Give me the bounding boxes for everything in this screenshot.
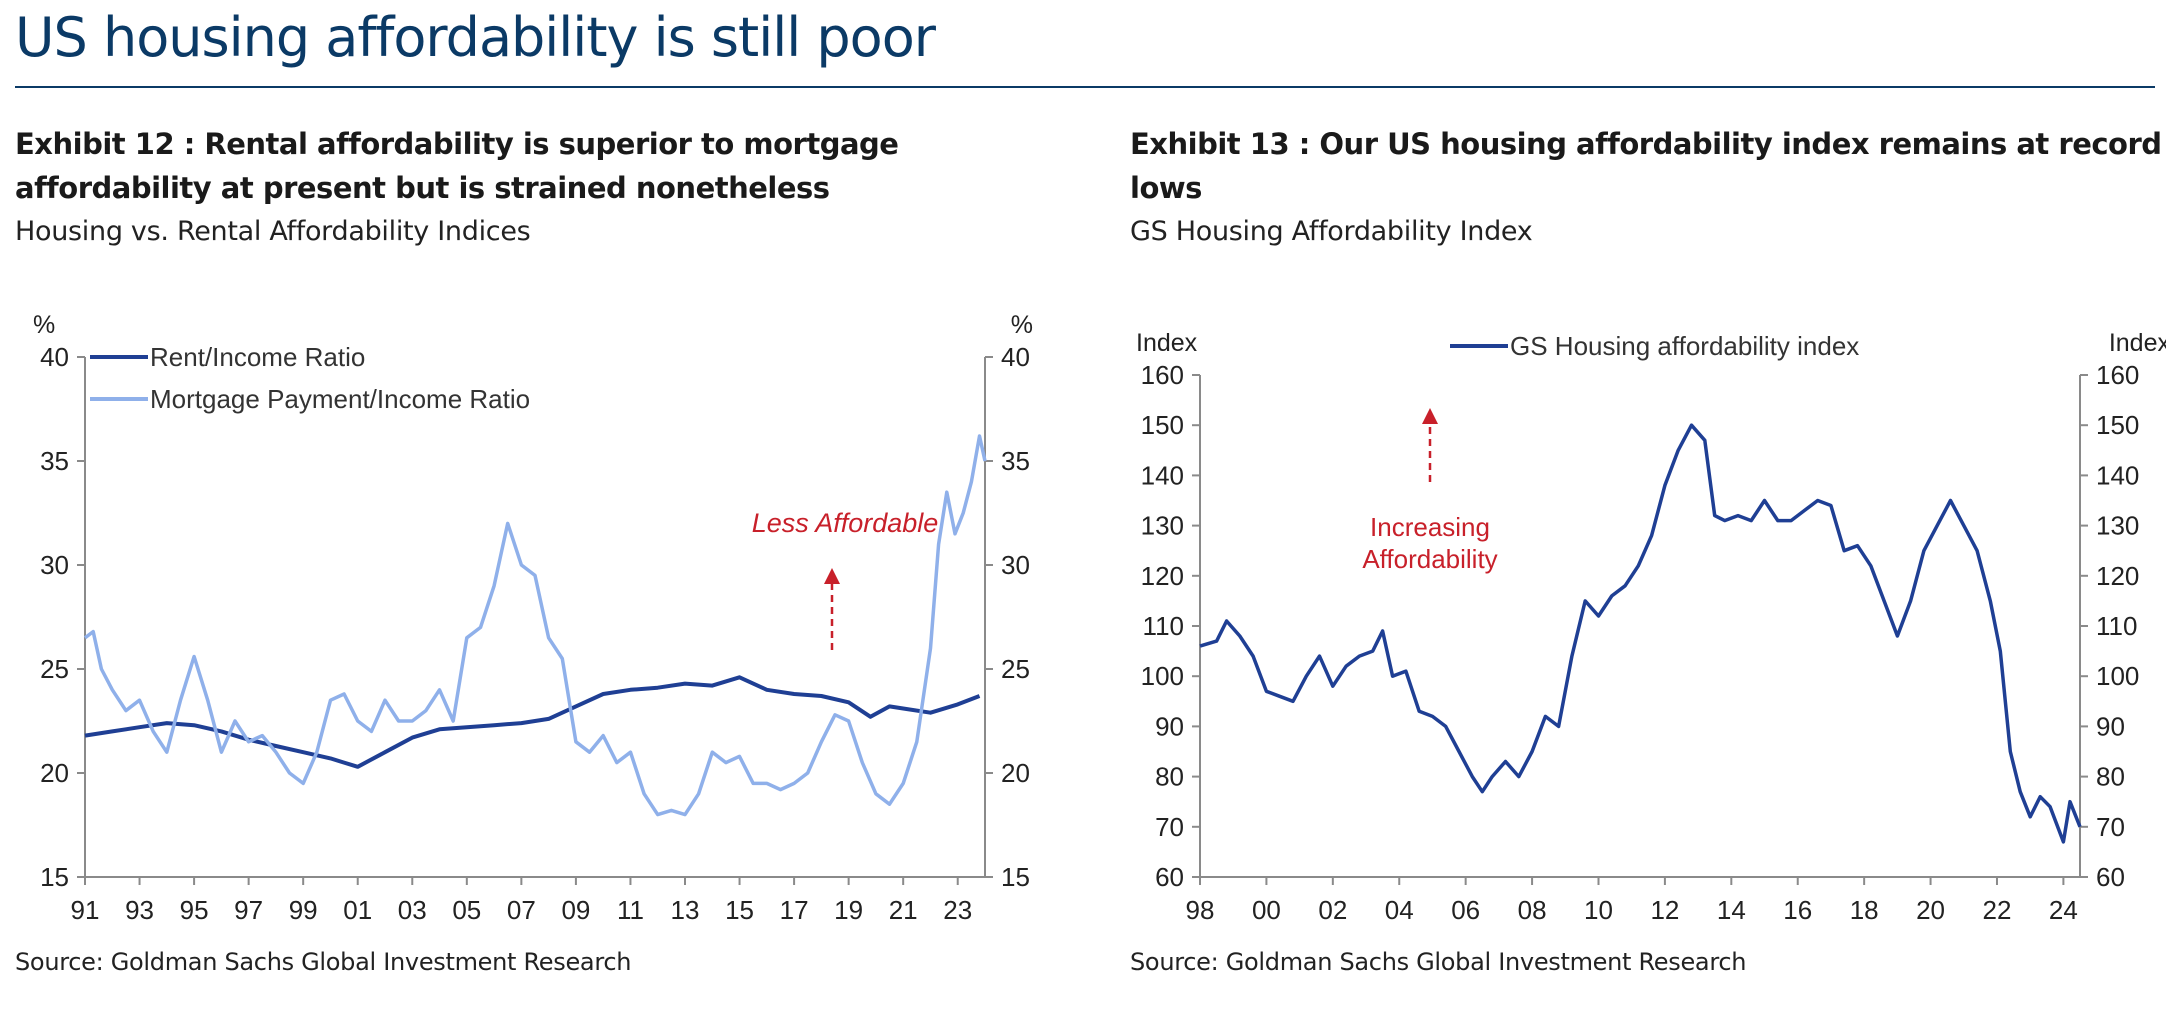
- y-tick-label-right: 30: [1001, 550, 1030, 580]
- x-tick-label: 22: [1983, 895, 2012, 925]
- exhibit-12-chart: 15 15 20 20 25 25 30 30 35 35 40 40% % 91 93 95 97 99 01 03…: [33, 311, 1033, 925]
- x-tick-label: 11: [617, 895, 644, 925]
- increasing-affordability-label-1: Increasing: [1370, 512, 1490, 542]
- y-tick-label-right: 80: [2096, 762, 2125, 792]
- y-tick-label-left: 150: [1141, 410, 1184, 440]
- x-tick-label: 12: [1650, 895, 1679, 925]
- title-divider: [15, 86, 2155, 88]
- x-tick-label: 10: [1584, 895, 1613, 925]
- y-tick-label-right: 110: [2096, 611, 2137, 641]
- y-tick-label-right: 20: [1001, 758, 1030, 788]
- y-tick-label-right: 100: [2096, 661, 2139, 691]
- less-affordable-arrow-head: [824, 568, 840, 584]
- x-tick-label: 03: [398, 895, 427, 925]
- y-tick-label-left: 25: [40, 654, 69, 684]
- y-tick-label-right: 90: [2096, 711, 2125, 741]
- y-tick-label-left: 120: [1141, 561, 1184, 591]
- y-tick-label-right: 130: [2096, 511, 2139, 541]
- x-tick-label: 13: [671, 895, 700, 925]
- y-tick-label-right: 60: [2096, 862, 2125, 892]
- x-tick-label: 98: [1186, 895, 1215, 925]
- series-line-2: [83, 434, 987, 817]
- x-tick-label: 06: [1451, 895, 1480, 925]
- x-tick-label: 23: [943, 895, 972, 925]
- x-tick-label: 17: [780, 895, 809, 925]
- x-tick-label: 02: [1318, 895, 1347, 925]
- y-tick-label-left: 90: [1155, 711, 1184, 741]
- y-tick-label-right: 35: [1001, 446, 1030, 476]
- y-tick-label-left: 140: [1141, 460, 1184, 490]
- y-tick-label-right: 150: [2096, 410, 2139, 440]
- y-tick-label-left: 100: [1141, 661, 1184, 691]
- legend-label-2: Mortgage Payment/Income Ratio: [150, 384, 530, 414]
- increasing-affordability-label-2: Affordability: [1362, 544, 1497, 574]
- x-tick-label: 21: [889, 895, 918, 925]
- y-axis-unit-right: Index: [2109, 329, 2166, 357]
- y-tick-label-right: 120: [2096, 561, 2139, 591]
- y-tick-label-left: 60: [1155, 862, 1184, 892]
- y-tick-label-left: 70: [1155, 812, 1184, 842]
- exhibit-12-title: Exhibit 12 : Rental affordability is sup…: [15, 127, 899, 205]
- exhibit-12-source: Source: Goldman Sachs Global Investment …: [15, 948, 632, 976]
- exhibit-13-panel: Exhibit 13 : Our US housing affordabilit…: [1130, 122, 2166, 1002]
- series-line-1: [84, 675, 981, 769]
- x-tick-label: 15: [725, 895, 754, 925]
- y-tick-label-left: 130: [1141, 511, 1184, 541]
- y-tick-label-right: 70: [2096, 812, 2125, 842]
- y-axis-unit-right: %: [1011, 311, 1033, 339]
- x-tick-label: 14: [1717, 895, 1746, 925]
- x-tick-label: 04: [1385, 895, 1414, 925]
- x-tick-label: 08: [1518, 895, 1547, 925]
- x-tick-label: 07: [507, 895, 536, 925]
- exhibit-12-subtitle: Housing vs. Rental Affordability Indices: [15, 216, 531, 247]
- y-tick-label-left: 15: [40, 862, 69, 892]
- exhibit-13-source: Source: Goldman Sachs Global Investment …: [1130, 948, 1747, 976]
- x-tick-label: 18: [1850, 895, 1879, 925]
- less-affordable-label: Less Affordable: [752, 508, 939, 538]
- increasing-affordability-arrow-head: [1422, 408, 1438, 424]
- y-tick-label-left: 35: [40, 446, 69, 476]
- y-tick-label-right: 40: [1001, 342, 1030, 372]
- x-tick-label: 09: [561, 895, 590, 925]
- exhibit-13-title: Exhibit 13 : Our US housing affordabilit…: [1130, 127, 2162, 205]
- y-tick-label-left: 160: [1141, 360, 1184, 390]
- y-tick-label-left: 20: [40, 758, 69, 788]
- legend-label-1: GS Housing affordability index: [1510, 331, 1859, 361]
- x-tick-label: 19: [834, 895, 863, 925]
- y-axis-unit-left: %: [33, 311, 55, 339]
- x-tick-label: 01: [343, 895, 372, 925]
- y-tick-label-right: 160: [2096, 360, 2139, 390]
- y-tick-label-left: 80: [1155, 762, 1184, 792]
- x-tick-label: 20: [1916, 895, 1945, 925]
- x-tick-label: 93: [125, 895, 154, 925]
- y-axis-unit-left: Index: [1136, 329, 1198, 357]
- y-tick-label-left: 30: [40, 550, 69, 580]
- x-tick-label: 99: [289, 895, 318, 925]
- x-tick-label: 91: [71, 895, 100, 925]
- x-tick-label: 16: [1783, 895, 1812, 925]
- y-tick-label-right: 140: [2096, 460, 2139, 490]
- x-tick-label: 00: [1252, 895, 1281, 925]
- y-tick-label-left: 40: [40, 342, 69, 372]
- series-line-1: [1199, 423, 2082, 844]
- legend-label-1: Rent/Income Ratio: [150, 342, 365, 372]
- exhibit-12-panel: Exhibit 12 : Rental affordability is sup…: [15, 122, 1075, 1002]
- x-tick-label: 24: [2049, 895, 2078, 925]
- exhibit-13-chart: 60 60 70 70 80 80 90 90 100 100 110 110 120 120 130 130…: [1136, 329, 2166, 925]
- x-tick-label: 05: [452, 895, 481, 925]
- x-tick-label: 95: [180, 895, 209, 925]
- y-tick-label-left: 110: [1143, 611, 1184, 641]
- x-tick-label: 97: [234, 895, 263, 925]
- y-tick-label-right: 25: [1001, 654, 1030, 684]
- page-title: US housing affordability is still poor: [15, 6, 936, 69]
- exhibit-13-subtitle: GS Housing Affordability Index: [1130, 216, 1533, 247]
- y-tick-label-right: 15: [1001, 862, 1030, 892]
